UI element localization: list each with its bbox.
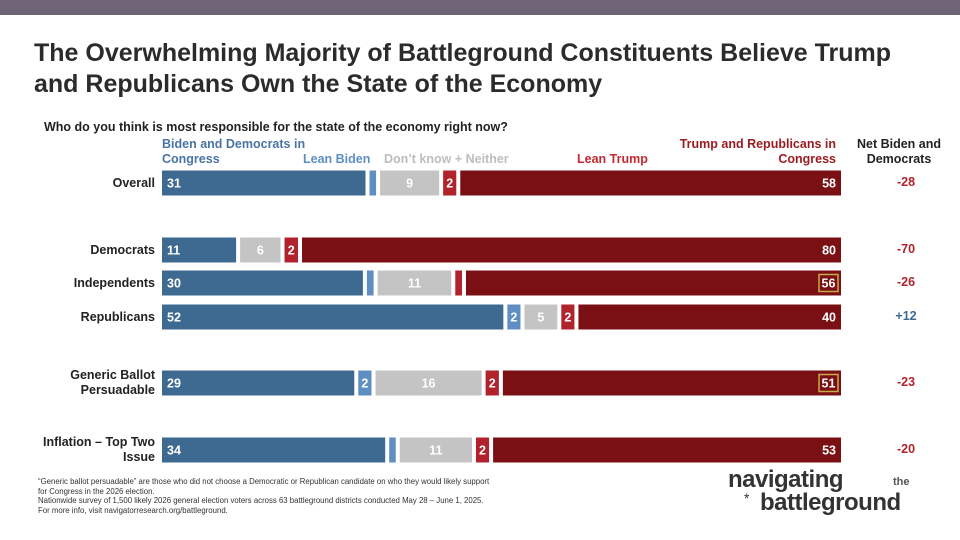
bar-dont-know — [375, 370, 482, 396]
row-label-line: Inflation – Top Two — [42, 435, 155, 449]
value-label-dont-know: 5 — [537, 311, 544, 325]
top-bar — [0, 0, 960, 15]
value-label-biden: 34 — [167, 444, 181, 458]
footnote-line: for Congress in the 2026 election. — [38, 486, 155, 496]
survey-question: Who do you think is most responsible for… — [44, 120, 508, 134]
bar-dont-know — [524, 304, 558, 330]
logo-the: the — [893, 476, 910, 488]
bar-dont-know — [240, 237, 281, 263]
row-label: Generic Ballot Persuadable — [70, 368, 155, 398]
value-label-lean-trump: 2 — [288, 244, 295, 258]
logo-star-icon: * — [744, 490, 750, 506]
bar-biden — [162, 370, 355, 396]
value-label-dont-know: 11 — [429, 444, 442, 458]
logo-navigating: navigating — [728, 466, 844, 493]
value-label-biden: 29 — [167, 377, 181, 391]
value-label-dont-know: 16 — [422, 377, 436, 391]
bar-trump — [465, 270, 841, 296]
bar-lean-trump — [561, 304, 575, 330]
bar-biden — [162, 437, 386, 463]
row-label-line: Overall — [112, 175, 155, 190]
value-label-biden: 31 — [167, 177, 181, 191]
footnote-line: Nationwide survey of 1,500 likely 2026 g… — [38, 496, 484, 506]
value-label-biden: 11 — [167, 244, 180, 258]
bar-trump — [578, 304, 841, 330]
bar-biden — [162, 270, 363, 296]
value-label-lean-trump: 2 — [489, 377, 496, 391]
header-trump: Trump and Republicans in Congress — [679, 137, 836, 166]
value-label-trump: 56 — [822, 277, 836, 291]
value-label-biden: 52 — [167, 311, 181, 325]
row-label-line: Persuadable — [80, 383, 155, 397]
row-label: Independents — [74, 276, 155, 291]
header-biden: Biden and Democrats in Congress — [162, 137, 306, 166]
header-net: Net Biden and Democrats — [856, 137, 942, 166]
row-label: Democrats — [90, 243, 155, 258]
bar-lean-biden — [366, 270, 374, 296]
value-label-trump: 58 — [822, 177, 836, 191]
bar-trump — [502, 370, 841, 396]
bar-lean-trump — [485, 370, 499, 396]
value-label-dont-know: 11 — [408, 277, 421, 291]
bar-dont-know — [377, 270, 452, 296]
net-value: -70 — [896, 242, 916, 256]
bar-biden — [162, 170, 366, 196]
value-label-lean-biden: 2 — [361, 377, 368, 391]
bar-lean-biden — [369, 170, 377, 196]
bar-dont-know — [399, 437, 472, 463]
value-label-trump: 40 — [822, 311, 836, 325]
bar-lean-trump — [475, 437, 490, 463]
row-label-line: Issue — [123, 450, 155, 464]
bar-dont-know — [380, 170, 440, 196]
page-title: The Overwhelming Majority of Battlegroun… — [34, 39, 892, 98]
row-label: Republicans — [81, 310, 155, 325]
value-label-lean-biden: 2 — [510, 311, 517, 325]
row-label-line: Democrats — [90, 242, 155, 257]
bar-trump — [460, 170, 841, 196]
value-label-biden: 30 — [167, 277, 181, 291]
bar-lean-biden — [507, 304, 521, 330]
highlight-box — [818, 373, 839, 393]
footnote: “Generic ballot persuadable” are those w… — [38, 477, 598, 515]
bar-trump — [493, 437, 841, 463]
footnote-line: “Generic ballot persuadable” are those w… — [38, 477, 490, 486]
header-lean-trump: Lean Trump — [577, 152, 648, 166]
value-label-dont-know: 9 — [406, 177, 413, 191]
value-label-trump: 51 — [822, 377, 836, 391]
value-label-trump: 53 — [822, 444, 836, 458]
bar-biden — [162, 304, 504, 330]
bar-trump — [302, 237, 841, 263]
row-label-line: Republicans — [80, 309, 155, 324]
value-label-lean-trump: 2 — [479, 444, 486, 458]
bar-lean-trump — [284, 237, 299, 263]
row-label-line: Generic Ballot — [70, 368, 155, 382]
header-dont-know: Don’t know + Neither — [384, 152, 509, 166]
bar-lean-biden — [389, 437, 396, 463]
value-label-lean-trump: 2 — [446, 177, 453, 191]
net-value: -23 — [896, 375, 916, 389]
logo-battleground: battleground — [760, 489, 901, 516]
bar-biden — [162, 237, 237, 263]
net-value: -28 — [896, 175, 916, 189]
net-value: +12 — [895, 309, 917, 323]
highlight-box — [818, 273, 839, 293]
row-label: Overall — [113, 176, 155, 191]
net-value: -26 — [896, 275, 916, 289]
value-label-lean-trump: 2 — [564, 311, 571, 325]
bar-lean-trump — [443, 170, 457, 196]
row-label: Inflation – Top Two Issue — [43, 435, 155, 465]
bar-lean-trump — [455, 270, 462, 296]
value-label-trump: 80 — [822, 244, 836, 258]
net-value: -20 — [896, 442, 916, 456]
value-label-dont-know: 6 — [257, 244, 264, 258]
row-label-line: Independents — [73, 275, 155, 290]
footnote-line: For more info, visit navigatorresearch.o… — [38, 505, 228, 515]
header-lean-biden: Lean Biden — [303, 152, 371, 166]
bar-lean-biden — [358, 370, 372, 396]
